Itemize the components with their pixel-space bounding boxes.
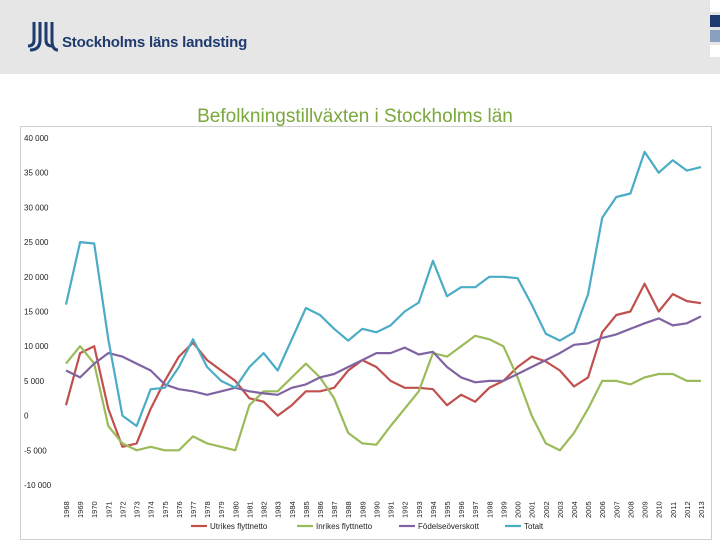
y-tick-label: 30 000 bbox=[24, 203, 49, 212]
y-tick-label: 35 000 bbox=[24, 169, 49, 178]
y-tick-label: 0 bbox=[24, 412, 29, 421]
x-tick-label: 1977 bbox=[189, 501, 198, 518]
x-tick-label: 1982 bbox=[260, 501, 269, 518]
corner-square bbox=[710, 0, 720, 12]
x-tick-label: 1975 bbox=[161, 501, 170, 518]
x-tick-label: 1979 bbox=[217, 501, 226, 518]
x-tick-label: 1986 bbox=[316, 501, 325, 518]
x-tick-label: 2010 bbox=[655, 501, 664, 518]
x-tick-label: 1987 bbox=[330, 501, 339, 518]
corner-square bbox=[710, 15, 720, 27]
corner-square bbox=[710, 30, 720, 42]
x-tick-label: 1991 bbox=[387, 501, 396, 518]
x-tick-label: 1969 bbox=[76, 501, 85, 518]
chart-title: Befolkningstillväxten i Stockholms län bbox=[197, 106, 513, 127]
legend-label: Inrikes flyttnetto bbox=[316, 522, 373, 531]
x-tick-label: 2008 bbox=[626, 501, 635, 518]
x-tick-label: 1972 bbox=[118, 501, 127, 518]
x-tick-label: 1996 bbox=[457, 501, 466, 518]
y-tick-label: -5 000 bbox=[24, 446, 47, 455]
legend: Utrikes flyttnetto Inrikes flyttnetto Föde… bbox=[191, 522, 544, 531]
x-tick-label: 1988 bbox=[344, 501, 353, 518]
x-tick-label: 2013 bbox=[697, 501, 706, 518]
x-tick-label: 2001 bbox=[528, 501, 537, 518]
x-tick-label: 2006 bbox=[598, 501, 607, 518]
x-tick-label: 1981 bbox=[245, 501, 254, 518]
y-tick-label: -10 000 bbox=[24, 481, 52, 490]
x-tick-label: 1983 bbox=[274, 501, 283, 518]
series-lines bbox=[64, 150, 702, 452]
series-line bbox=[64, 150, 702, 428]
x-tick-label: 1971 bbox=[104, 501, 113, 518]
x-tick-label: 1980 bbox=[231, 501, 240, 518]
chart-frame: 40 000 35 000 30 000 25 000 20 000 15 000 10 0… bbox=[20, 126, 712, 540]
x-tick-label: 1997 bbox=[471, 501, 480, 518]
y-tick-label: 10 000 bbox=[24, 342, 49, 351]
x-tick-label: 1989 bbox=[358, 501, 367, 518]
x-tick-label: 1968 bbox=[62, 501, 71, 518]
x-tick-label: 2007 bbox=[612, 501, 621, 518]
x-tick-label: 1974 bbox=[147, 501, 156, 518]
header-bar: Stockholms läns landsting bbox=[0, 0, 720, 74]
x-axis: 1968 1969 1970 1971 1972 1973 1974 1975 1976 1977… bbox=[62, 501, 706, 518]
x-tick-label: 2011 bbox=[669, 502, 678, 518]
x-tick-label: 2002 bbox=[542, 501, 551, 518]
corner-square bbox=[710, 45, 720, 57]
x-tick-label: 1978 bbox=[203, 501, 212, 518]
x-tick-label: 1992 bbox=[401, 501, 410, 518]
series-line bbox=[64, 282, 702, 448]
x-tick-label: 2005 bbox=[584, 501, 593, 518]
y-tick-label: 40 000 bbox=[24, 134, 49, 143]
y-tick-label: 20 000 bbox=[24, 273, 49, 282]
x-tick-label: 2009 bbox=[641, 501, 650, 518]
x-tick-label: 2003 bbox=[556, 501, 565, 518]
y-tick-label: 5 000 bbox=[24, 377, 45, 386]
x-tick-label: 1999 bbox=[499, 501, 508, 518]
x-tick-label: 1994 bbox=[429, 501, 438, 518]
x-tick-label: 1973 bbox=[133, 501, 142, 518]
x-tick-label: 2012 bbox=[683, 501, 692, 518]
series-line bbox=[65, 334, 701, 452]
line-chart: 40 000 35 000 30 000 25 000 20 000 15 000 10 0… bbox=[24, 134, 706, 531]
legend-label: Totalt bbox=[524, 522, 544, 531]
x-tick-label: 1998 bbox=[485, 501, 494, 518]
x-tick-label: 1985 bbox=[302, 501, 311, 518]
y-axis: 40 000 35 000 30 000 25 000 20 000 15 000 10 0… bbox=[24, 134, 52, 490]
x-tick-label: 1970 bbox=[90, 501, 99, 518]
sll-logo bbox=[27, 22, 58, 52]
x-tick-label: 1993 bbox=[415, 501, 424, 518]
x-tick-label: 1990 bbox=[372, 501, 381, 518]
x-tick-label: 2000 bbox=[514, 501, 523, 518]
series-line bbox=[65, 315, 702, 396]
x-tick-label: 1995 bbox=[443, 501, 452, 518]
brand-name: Stockholms läns landsting bbox=[62, 34, 248, 51]
y-tick-label: 15 000 bbox=[24, 308, 49, 317]
x-tick-label: 2004 bbox=[570, 501, 579, 518]
x-tick-label: 1976 bbox=[175, 501, 184, 518]
y-tick-label: 25 000 bbox=[24, 238, 49, 247]
legend-label: Födelseöverskott bbox=[418, 522, 480, 531]
corner-squares bbox=[710, 0, 720, 60]
legend-label: Utrikes flyttnetto bbox=[210, 522, 268, 531]
x-tick-label: 1984 bbox=[288, 501, 297, 518]
